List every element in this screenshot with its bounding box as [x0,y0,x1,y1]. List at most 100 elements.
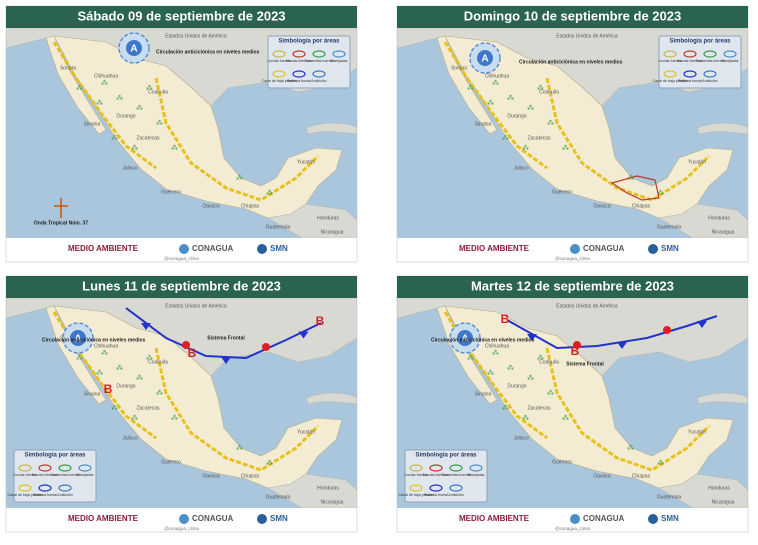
place-label: Honduras [708,215,730,221]
logo-environment: MEDIO AMBIENTE [459,244,530,253]
place-label: Chiapas [632,473,651,479]
legend-symbol [272,50,286,58]
legend-item: Marejadas [468,473,485,477]
place-label: Coahuila [539,89,559,95]
trough [154,347,320,472]
rain-symbol: ⁂ [492,349,499,357]
panel-title: Domingo 10 de septiembre de 2023 [464,8,681,23]
place-label: Chihuahua [485,343,509,349]
rain-symbol: ⁂ [116,94,123,102]
place-label: Zacatecas [136,405,160,411]
place-label: Honduras [708,485,730,491]
place-label: Guerrero [161,189,181,195]
rain-symbol: ⁂ [171,144,178,152]
legend-item: Tormentas fuertes [305,59,334,63]
anticyclone-core [457,330,473,346]
legend-item: Anticiclón [57,493,72,497]
place-label: Jalisco [122,435,138,441]
rain-symbol: ⁂ [527,374,534,382]
legend-item: Lluvias intensas [677,59,703,63]
place-label: Nicaragua [712,499,735,505]
low-pressure: B [104,382,113,396]
legend-symbol [409,484,423,492]
warm-front-mark [573,341,581,349]
rain-symbol: ⁂ [96,99,103,107]
place-label: Guerrero [552,189,572,195]
place-label: Yucatán [297,429,315,435]
rain-symbol: ⁂ [101,349,108,357]
rain-symbol: ⁂ [657,189,664,197]
rain-symbol: ⁂ [116,364,123,372]
anticyclone-label: Circulación anticiclónica en niveles med… [42,337,146,343]
feature-label: Onda Tropical Núm. 37 [34,220,88,226]
place-label: Nicaragua [321,499,344,505]
place-label: Sinaloa [475,121,492,127]
place-label: Sonora [60,65,76,71]
legend-symbol [663,50,677,58]
rain-symbol: ⁂ [522,414,529,422]
rain-symbol: ⁂ [266,459,273,467]
logo-smn: SMN [270,514,288,523]
trough [52,41,157,170]
logo-mark [179,514,189,524]
place-label: Chihuahua [485,73,509,79]
place-label: Estados Unidos de América [165,303,227,309]
central-america [267,203,357,238]
social-handle: @conagua_clima [164,526,199,531]
anticyclone-letter: A [74,334,81,345]
legend-symbol [272,70,286,78]
legend-symbol [723,50,737,58]
place-label: Chihuahua [94,343,118,349]
rain-symbol: ⁂ [507,94,514,102]
legend-item: Lluvias intensas [32,473,58,477]
place-label: Yucatán [688,429,706,435]
baja [45,305,107,405]
rain-symbol: ⁂ [136,374,143,382]
legend-symbol [332,50,346,58]
place-label: Sinaloa [475,391,492,397]
rain-symbol: ⁂ [156,389,163,397]
logo-mark [179,244,189,254]
place-label: Zacatecas [136,135,160,141]
forecast-panel: Sábado 09 de septiembre de 2023⁂⁂⁂⁂⁂⁂⁂⁂⁂… [5,5,358,263]
place-label: Zacatecas [527,135,551,141]
tropical-wave [54,198,68,218]
place-label: Estados Unidos de América [556,33,618,39]
panel-title: Sábado 09 de septiembre de 2023 [77,8,285,23]
legend-title: Simbología por áreas [669,39,731,45]
logo-mark [257,514,267,524]
place-label: Jalisco [513,165,529,171]
forecast-panel: Domingo 10 de septiembre de 2023 ⁂ ⁂ ⁂ ⁂ ⁂ ⁂ ⁂ ⁂… [396,5,749,263]
rain-symbol: ⁂ [527,104,534,112]
rain-symbol: ⁂ [487,369,494,377]
place-label: Chiapas [632,203,651,209]
legend-symbol [58,464,72,472]
central-america [658,473,748,508]
rain-symbol: ⁂ [76,354,83,362]
legend-item: Tormentas fuertes [442,473,471,477]
trough [545,77,711,202]
legend: Simbología por áreas Lluvias fuertesLluvi… [653,35,742,89]
legend-box [658,35,742,89]
low-pressure: B [571,344,580,358]
place-label: Sonora [451,65,467,71]
rain-symbol: ⁂ [236,444,243,452]
central-america [658,203,748,238]
heavy-rain-area [610,175,660,201]
legend-symbol [18,464,32,472]
legend-item: Marejadas [77,473,94,477]
legend-item: Sistema frontal [678,79,702,83]
place-label: Oaxaca [593,473,610,479]
anticyclone-label: Circulación anticiclónica en niveles med… [156,49,260,55]
trough [545,347,711,472]
feature-label: Sistema Frontal [566,361,604,367]
legend-symbol [449,484,463,492]
cuba [305,122,357,135]
legend-item: Lluvias fuertes [404,473,427,477]
legend-symbol [449,464,463,472]
rain-symbol: ⁂ [96,369,103,377]
map: ⁂⁂⁂⁂⁂⁂⁂⁂⁂⁂⁂⁂Estados Unidos de AméricaSon… [6,298,357,508]
logo-environment: MEDIO AMBIENTE [459,514,530,523]
logo-smn: SMN [661,244,679,253]
place-label: Oaxaca [202,473,219,479]
